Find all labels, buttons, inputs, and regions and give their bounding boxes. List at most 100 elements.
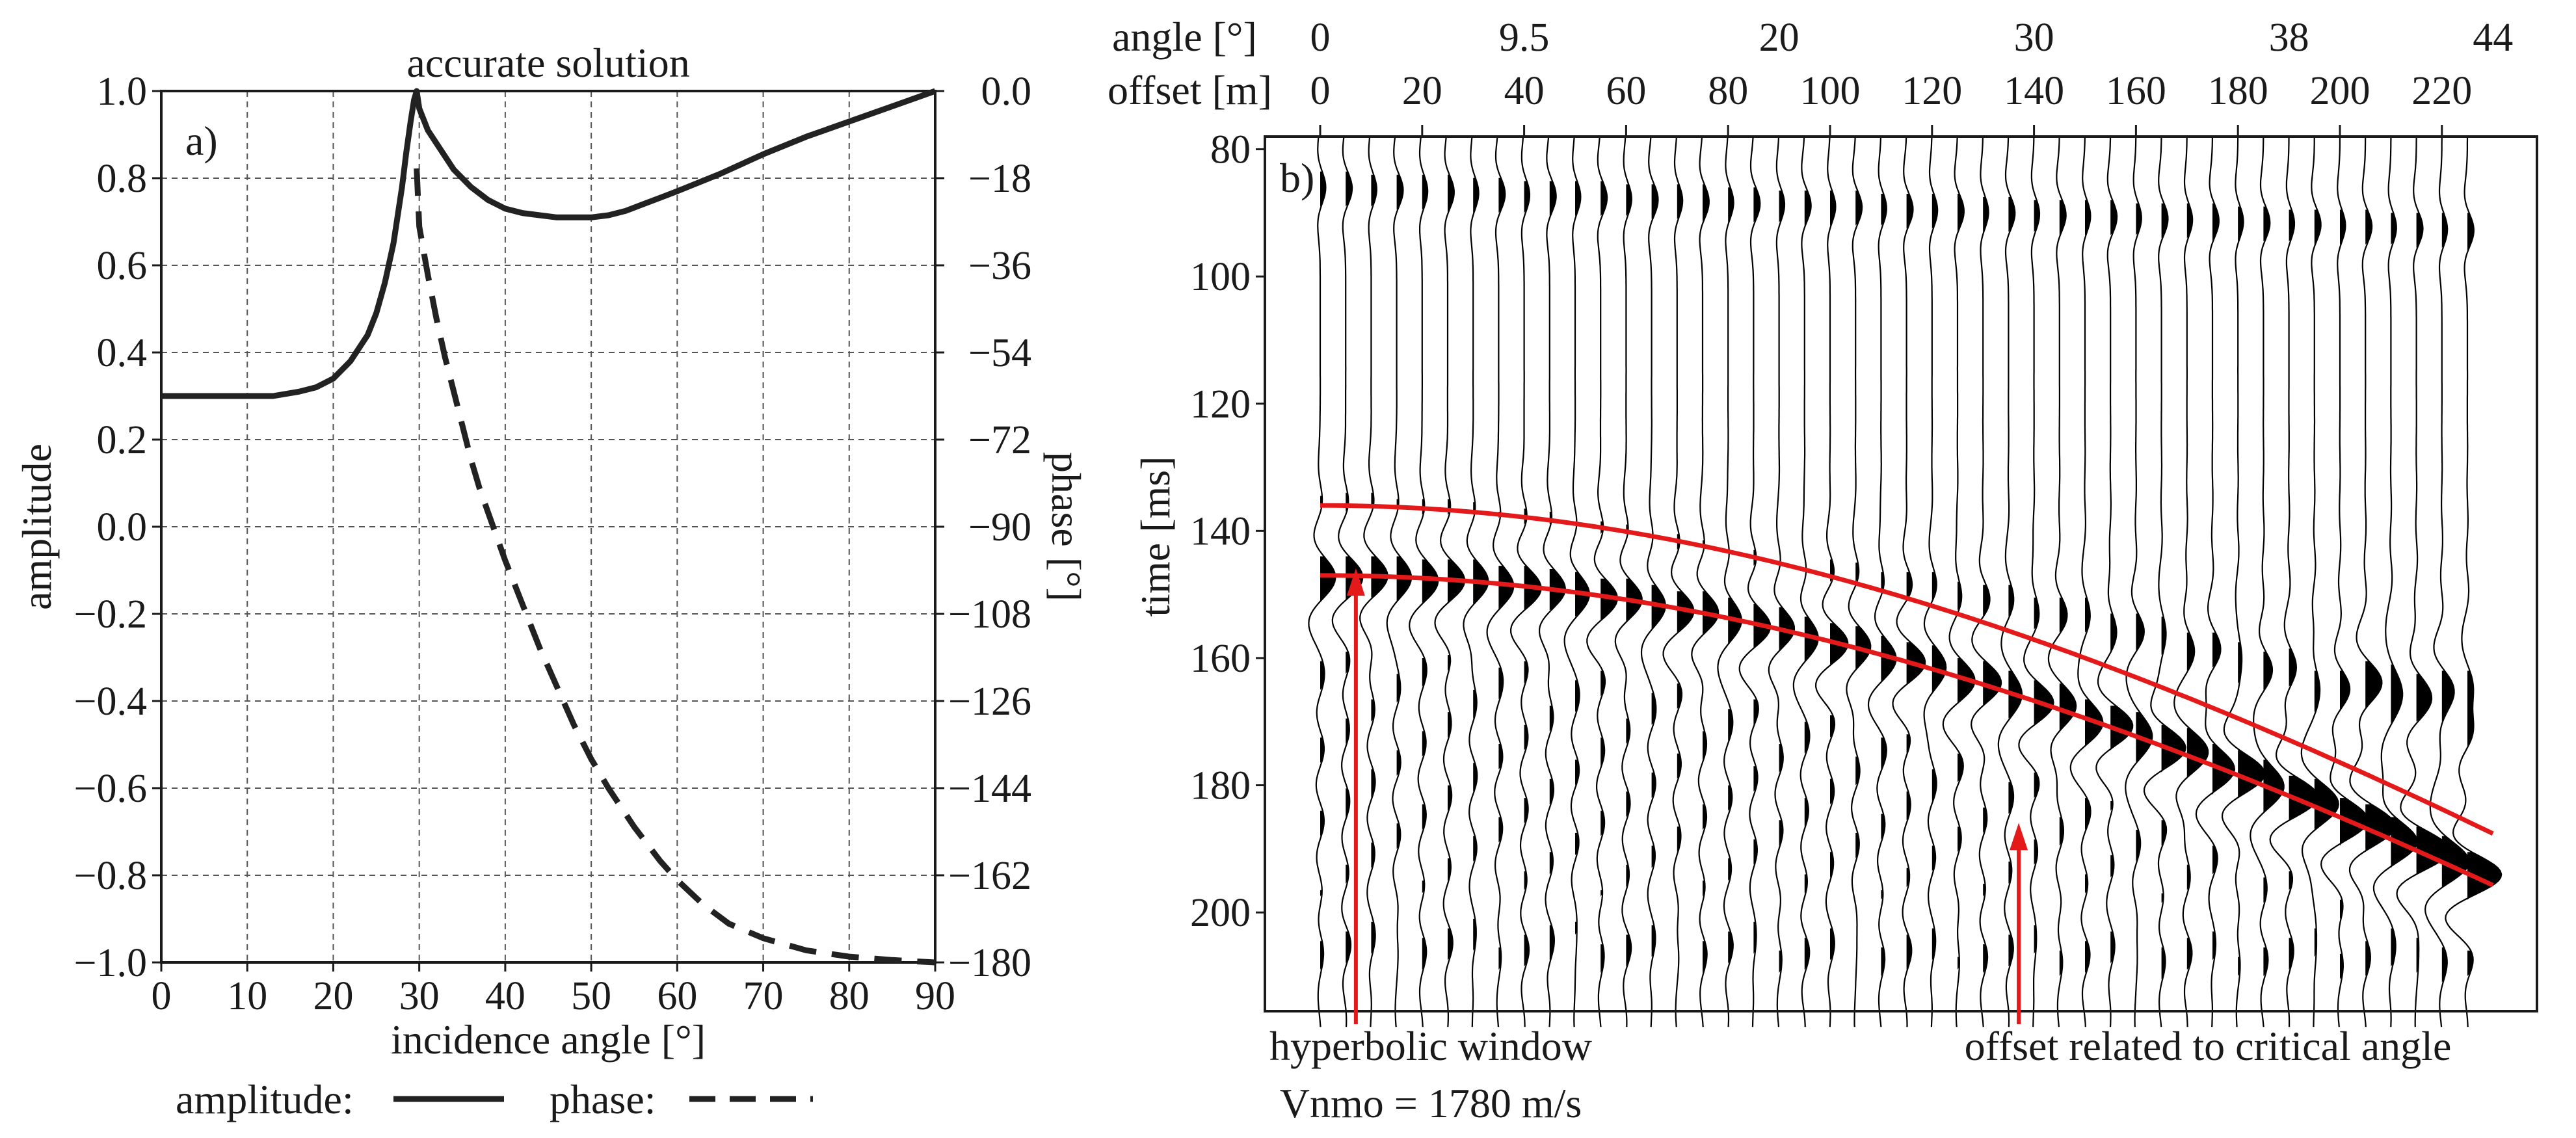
- offset-tick-label: 0: [1310, 69, 1331, 113]
- panel-a-ytick-left-label: −0.4: [74, 680, 147, 724]
- seismic-trace: [1768, 136, 1796, 1027]
- offset-tick-label: 60: [1606, 69, 1646, 113]
- trace-fill: [1549, 181, 1565, 960]
- phase-line: [414, 168, 936, 966]
- trace-fill: [1473, 178, 1489, 951]
- time-tick-label: 140: [1190, 509, 1251, 553]
- offset-tick-label: 100: [1800, 69, 1861, 113]
- seismic-trace: [1997, 136, 2023, 1027]
- time-tick-label: 180: [1190, 764, 1251, 808]
- trace-fill: [1498, 178, 1514, 970]
- offset-tick-label: 160: [2106, 69, 2166, 113]
- offset-tick-label: 220: [2411, 69, 2472, 113]
- amplitude-line: [161, 88, 936, 399]
- seismic-trace: [1892, 136, 1926, 1027]
- annotation-arrowhead-window: [1346, 568, 1365, 596]
- panel-a-xtick-label: 40: [485, 974, 525, 1018]
- annotation-window-line-2: Vnmo = 1780 m/s: [1280, 1080, 1582, 1126]
- seismic-trace: [1409, 136, 1439, 1027]
- hyperbolic-window-bottom-curve: [1320, 573, 2494, 888]
- legend-phase-label: phase:: [550, 1076, 656, 1122]
- offset-tick-label: 120: [1902, 69, 1962, 113]
- angle-tick-label: 38: [2269, 16, 2309, 60]
- panel-a-ytick-right-label: −72: [968, 418, 1031, 462]
- trace-fill: [2136, 203, 2153, 862]
- seismic-trace: [2372, 137, 2418, 1027]
- seismic-trace: [2424, 137, 2470, 1027]
- legend-amplitude-label: amplitude:: [176, 1076, 354, 1122]
- trace-fill: [2314, 209, 2339, 957]
- panel-a-ytick-right-label: −108: [948, 592, 1031, 637]
- seismic-trace: [1691, 136, 1720, 1027]
- panel-a-ytick-right-label: 0.0: [981, 70, 1032, 114]
- trace-fill: [1346, 171, 1363, 964]
- trace-fill: [2263, 206, 2284, 977]
- panel-a-ytick-left-label: −0.6: [74, 767, 147, 811]
- trace-fill: [2365, 209, 2395, 976]
- trace-fill: [1320, 171, 1336, 970]
- time-tick-label: 100: [1190, 255, 1251, 299]
- panel-a-ytick-left-label: 0.0: [97, 505, 148, 549]
- seismic-trace: [1586, 136, 1619, 1027]
- seismic-trace: [1662, 136, 1695, 1027]
- panel-a-grid: [161, 91, 935, 962]
- seismic-trace: [2069, 136, 2104, 1027]
- panel-a-ytick-left-label: 0.4: [97, 331, 148, 375]
- seismic-trace: [2396, 137, 2450, 1027]
- trace-fill: [1932, 194, 1946, 960]
- annotation-arrowhead-critical: [2010, 823, 2028, 851]
- seismic-trace: [1331, 136, 1364, 1027]
- offset-tick-label: 20: [1402, 69, 1442, 113]
- annotation-critical-text: offset related to critical angle: [1965, 1023, 2452, 1069]
- panel-a-ytick-left-label: −0.2: [74, 592, 147, 637]
- angle-tick-label: 44: [2473, 16, 2513, 60]
- panel-a-legend: amplitude: phase:: [176, 1076, 813, 1122]
- panel-a-xtick-label: 0: [152, 974, 172, 1018]
- panel-a-ticks: 0 10 20 30 40 50 60 70 80 90 1.0 0.8 0.6 0.4 0.2 0.0 −0.…: [74, 70, 1031, 1018]
- panel-a-ytick-right-label: −54: [968, 331, 1031, 375]
- panel-a-ytick-right-label: −18: [968, 157, 1031, 201]
- seismic-trace: [1359, 136, 1388, 1027]
- time-tick-label: 160: [1190, 637, 1251, 681]
- seismic-trace: [1923, 136, 1947, 1027]
- seismic-trace: [1814, 136, 1849, 1027]
- seismic-trace: [1970, 136, 2002, 1027]
- seismic-trace: [2125, 136, 2153, 1027]
- panel-a-xtick-label: 10: [227, 974, 267, 1018]
- panel-a-ytick-right-label: −144: [948, 767, 1031, 811]
- seismic-trace: [2195, 137, 2236, 1027]
- seismic-trace: [2300, 136, 2339, 1027]
- seismic-trace: [2173, 137, 2209, 1027]
- panel-a-ytick-right-label: −36: [968, 244, 1031, 288]
- panel-a-ytick-right-label: −180: [948, 941, 1031, 985]
- angle-axis-label: angle [°]: [1112, 14, 1257, 60]
- panel-b-label: b): [1280, 155, 1314, 201]
- angle-tick-label: 0: [1310, 16, 1331, 60]
- panel-a-xtick-label: 70: [743, 974, 784, 1018]
- seismic-trace: [2018, 136, 2054, 1027]
- offset-tick-label: 200: [2310, 69, 2370, 113]
- trace-fill: [1422, 174, 1439, 970]
- panel-a-xlabel: incidence angle [°]: [391, 1016, 706, 1063]
- seismic-trace: [1867, 136, 1897, 1027]
- annotation-window-line-1: hyperbolic window: [1269, 1023, 1592, 1069]
- seismic-trace: [2095, 137, 2134, 1027]
- angle-tick-label: 30: [2014, 16, 2054, 60]
- panel-a-ytick-right-label: −162: [948, 854, 1031, 898]
- seismic-trace: [1308, 136, 1336, 1027]
- panel-a-ylabel-left: amplitude: [14, 443, 60, 610]
- offset-axis-label: offset [m]: [1108, 67, 1272, 113]
- panel-a-ytick-left-label: −0.8: [74, 854, 147, 898]
- seismic-trace: [1717, 136, 1743, 1027]
- seismic-trace: [2047, 136, 2077, 1027]
- trace-fill: [2289, 209, 2318, 970]
- seismic-trace: [1509, 136, 1542, 1027]
- panel-a-xtick-label: 50: [571, 974, 611, 1018]
- panel-a-xtick-label: 80: [829, 974, 870, 1018]
- seismic-trace: [1792, 136, 1819, 1027]
- trace-fill: [1524, 181, 1541, 967]
- panel-a-ytick-right-label: −126: [948, 680, 1031, 724]
- panel-b-frame: [1264, 135, 2538, 1012]
